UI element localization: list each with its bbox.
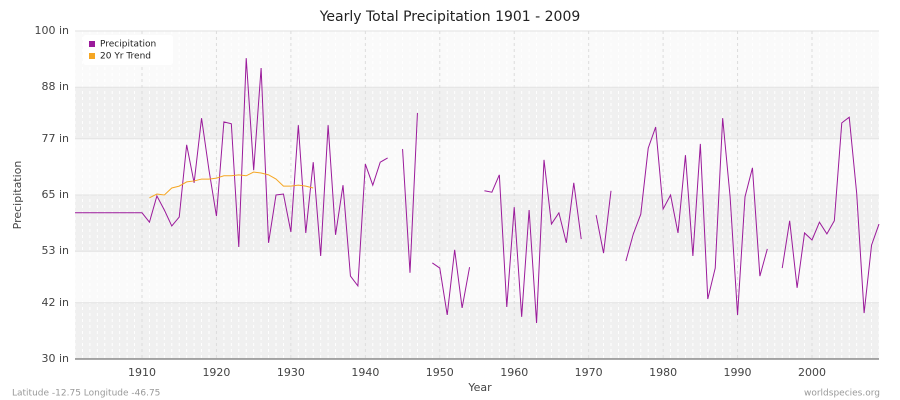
legend-label: 20 Yr Trend <box>100 52 151 62</box>
legend-label: Precipitation <box>100 40 156 50</box>
y-tick-label: 30 in <box>41 352 69 365</box>
y-tick-label: 53 in <box>41 244 69 257</box>
y-tick-label: 88 in <box>41 80 69 93</box>
source-note: worldspecies.org <box>804 389 880 399</box>
series-line <box>149 171 314 199</box>
y-tick-label: 42 in <box>41 296 69 309</box>
y-axis-label: Precipitation <box>11 161 24 230</box>
legend-box <box>83 35 173 65</box>
x-tick-label: 1990 <box>724 366 752 379</box>
x-tick-label: 1980 <box>649 366 677 379</box>
x-tick-label: 1910 <box>128 366 156 379</box>
x-tick-label: 1940 <box>351 366 379 379</box>
x-axis-label: Year <box>467 381 492 394</box>
location-note: Latitude -12.75 Longitude -46.75 <box>12 389 160 399</box>
series-line <box>75 58 880 323</box>
x-tick-label: 1960 <box>500 366 528 379</box>
x-tick-label: 1950 <box>426 366 454 379</box>
grid-band <box>75 87 879 139</box>
legend-swatch <box>89 41 95 47</box>
x-tick-label: 1970 <box>575 366 603 379</box>
chart-title: Yearly Total Precipitation 1901 - 2009 <box>319 9 581 25</box>
legend-swatch <box>89 53 95 59</box>
y-tick-label: 65 in <box>41 188 69 201</box>
y-tick-label: 77 in <box>41 132 69 145</box>
x-tick-label: 1930 <box>277 366 305 379</box>
y-tick-label: 100 in <box>34 24 69 37</box>
x-tick-label: 1920 <box>202 366 230 379</box>
x-tick-label: 2000 <box>798 366 826 379</box>
